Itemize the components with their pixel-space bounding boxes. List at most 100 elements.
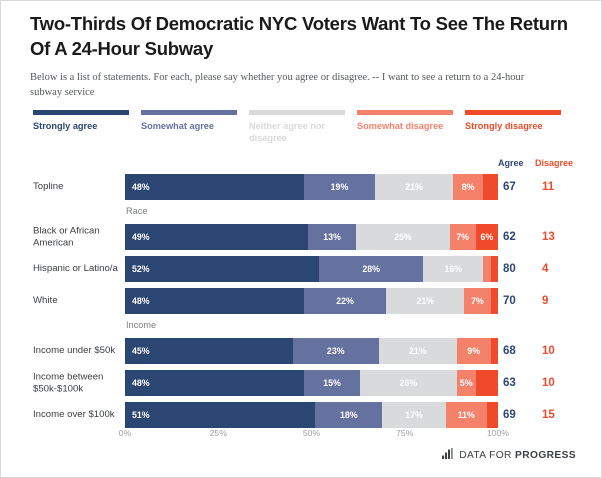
segment-value-label: 48% [132, 378, 150, 388]
legend-item[interactable]: Somewhat disagree [357, 110, 465, 145]
legend-item[interactable]: Somewhat agree [141, 110, 249, 145]
segment-value-label: 48% [132, 182, 150, 192]
agree-total: 70 [503, 295, 516, 307]
bar-segment[interactable]: 15% [304, 370, 360, 396]
bar-segment[interactable]: 48% [125, 174, 305, 200]
bar-segment[interactable] [490, 288, 498, 314]
segment-value-label: 23% [326, 346, 345, 356]
chart-plot-area: Topline 48% 19% 21% 8% 67 11 Race Black or Afric… [0, 172, 602, 432]
chart-row[interactable]: Income under $50k 45% 23% 21% 9% 68 10 [0, 336, 602, 366]
segment-value-label: 7% [471, 296, 484, 306]
row-label: White [33, 295, 58, 307]
stacked-bar: 45% 23% 21% 9% [125, 338, 498, 364]
bar-segment[interactable] [490, 256, 498, 282]
bar-segment[interactable]: 22% [304, 288, 387, 314]
row-totals: 63 10 [498, 368, 598, 398]
legend-swatch [357, 110, 453, 115]
segment-value-label: 22% [336, 296, 354, 306]
bar-segment[interactable]: 8% [453, 174, 484, 200]
bar-segment[interactable] [475, 370, 498, 396]
x-axis: 0% 25% 50% 75% 100% [119, 428, 509, 442]
legend-item[interactable]: Neither agree nor disagree [249, 110, 357, 145]
chart-subtitle: Below is a list of statements. For each,… [30, 72, 525, 99]
chart-row[interactable]: Income between $50k-$100k 48% 15% 26% 5% 63 10 [0, 368, 602, 398]
bar-segment[interactable]: 7% [449, 224, 476, 250]
agree-total: 63 [503, 377, 516, 389]
brand-suffix: PROGRESS [515, 449, 576, 461]
bar-segment[interactable] [486, 402, 498, 428]
bar-segment[interactable] [483, 174, 498, 200]
bar-segment[interactable]: 17% [382, 402, 446, 428]
bar-segment[interactable]: 25% [356, 224, 450, 250]
bar-segment[interactable]: 26% [359, 370, 457, 396]
segment-value-label: 15% [323, 378, 341, 388]
bar-segment[interactable]: 16% [423, 256, 484, 282]
bar-segment[interactable]: 21% [378, 338, 457, 364]
chart-row[interactable]: Hispanic or Latino/a 52% 28% 16% 80 4 [0, 254, 602, 284]
group-heading-label: Income [126, 320, 157, 330]
bar-segment[interactable] [483, 256, 491, 282]
row-totals: 69 15 [498, 400, 598, 430]
bar-segment[interactable]: 13% [307, 224, 357, 250]
bar-segment[interactable]: 48% [125, 288, 305, 314]
segment-value-label: 9% [467, 346, 481, 356]
legend-swatch [141, 110, 237, 115]
disagree-total: 11 [542, 181, 555, 193]
bar-segment[interactable]: 21% [374, 174, 454, 200]
stacked-bar: 48% 19% 21% 8% [125, 174, 498, 200]
segment-value-label: 21% [408, 346, 427, 356]
chart-row[interactable]: Topline 48% 19% 21% 8% 67 11 [0, 172, 602, 202]
segment-value-label: 49% [132, 232, 150, 242]
segment-value-label: 45% [132, 346, 150, 356]
group-heading-label: Race [126, 206, 148, 216]
bar-segment[interactable]: 9% [456, 338, 491, 364]
segment-value-label: 18% [339, 410, 358, 420]
legend-swatch [465, 110, 561, 115]
bar-segment[interactable]: 7% [464, 288, 491, 314]
bar-segment[interactable]: 52% [125, 256, 319, 282]
row-totals: 67 11 [498, 172, 598, 202]
row-totals: 62 13 [498, 222, 598, 252]
bar-segment[interactable]: 45% [125, 338, 293, 364]
bar-segment[interactable]: 28% [318, 256, 424, 282]
bar-segment[interactable]: 18% [315, 402, 383, 428]
disagree-column-header: Disagree [535, 158, 574, 168]
stacked-bar: 52% 28% 16% [125, 256, 498, 282]
legend-label: Strongly agree [33, 121, 98, 131]
bar-chart-icon [442, 446, 454, 464]
bar-segment[interactable]: 48% [125, 370, 305, 396]
disagree-total: 4 [542, 263, 549, 275]
bar-segment[interactable]: 6% [475, 224, 498, 250]
row-totals: 70 9 [498, 286, 598, 316]
brand-text: DATA FOR PROGRESS [459, 450, 576, 461]
segment-value-label: 25% [394, 232, 412, 242]
segment-value-label: 6% [480, 232, 494, 242]
row-totals: 68 10 [498, 336, 598, 366]
legend-item[interactable]: Strongly disagree [465, 110, 573, 145]
bar-segment[interactable]: 49% [125, 224, 308, 250]
group-heading: Income [0, 318, 602, 336]
legend-item[interactable]: Strongly agree [33, 110, 141, 145]
bar-segment[interactable] [490, 338, 498, 364]
bar-segment[interactable]: 5% [456, 370, 476, 396]
segment-value-label: 52% [132, 264, 150, 274]
bar-segment[interactable]: 23% [292, 338, 379, 364]
page-title: Two-Thirds Of Democratic NYC Voters Want… [30, 13, 568, 59]
chart-row[interactable]: White 48% 22% 21% 7% 70 9 [0, 286, 602, 316]
footer-brand: DATA FOR PROGRESS [442, 446, 576, 464]
segment-value-label: 17% [405, 410, 423, 420]
disagree-total: 10 [542, 377, 555, 389]
bar-segment[interactable]: 11% [445, 402, 487, 428]
segment-value-label: 13% [323, 232, 341, 242]
bar-segment[interactable]: 51% [125, 402, 316, 428]
bar-segment[interactable]: 21% [386, 288, 465, 314]
segment-value-label: 21% [405, 182, 423, 192]
chart-row[interactable]: Black or African American 49% 13% 25% 7% 6% 62… [0, 222, 602, 252]
agree-total: 69 [503, 409, 516, 421]
group-heading: Race [0, 204, 602, 222]
legend-label: Somewhat agree [141, 121, 215, 131]
stacked-bar: 48% 22% 21% 7% [125, 288, 498, 314]
bar-segment[interactable]: 19% [304, 174, 375, 200]
chart-row[interactable]: Income over $100k 51% 18% 17% 11% 69 15 [0, 400, 602, 430]
